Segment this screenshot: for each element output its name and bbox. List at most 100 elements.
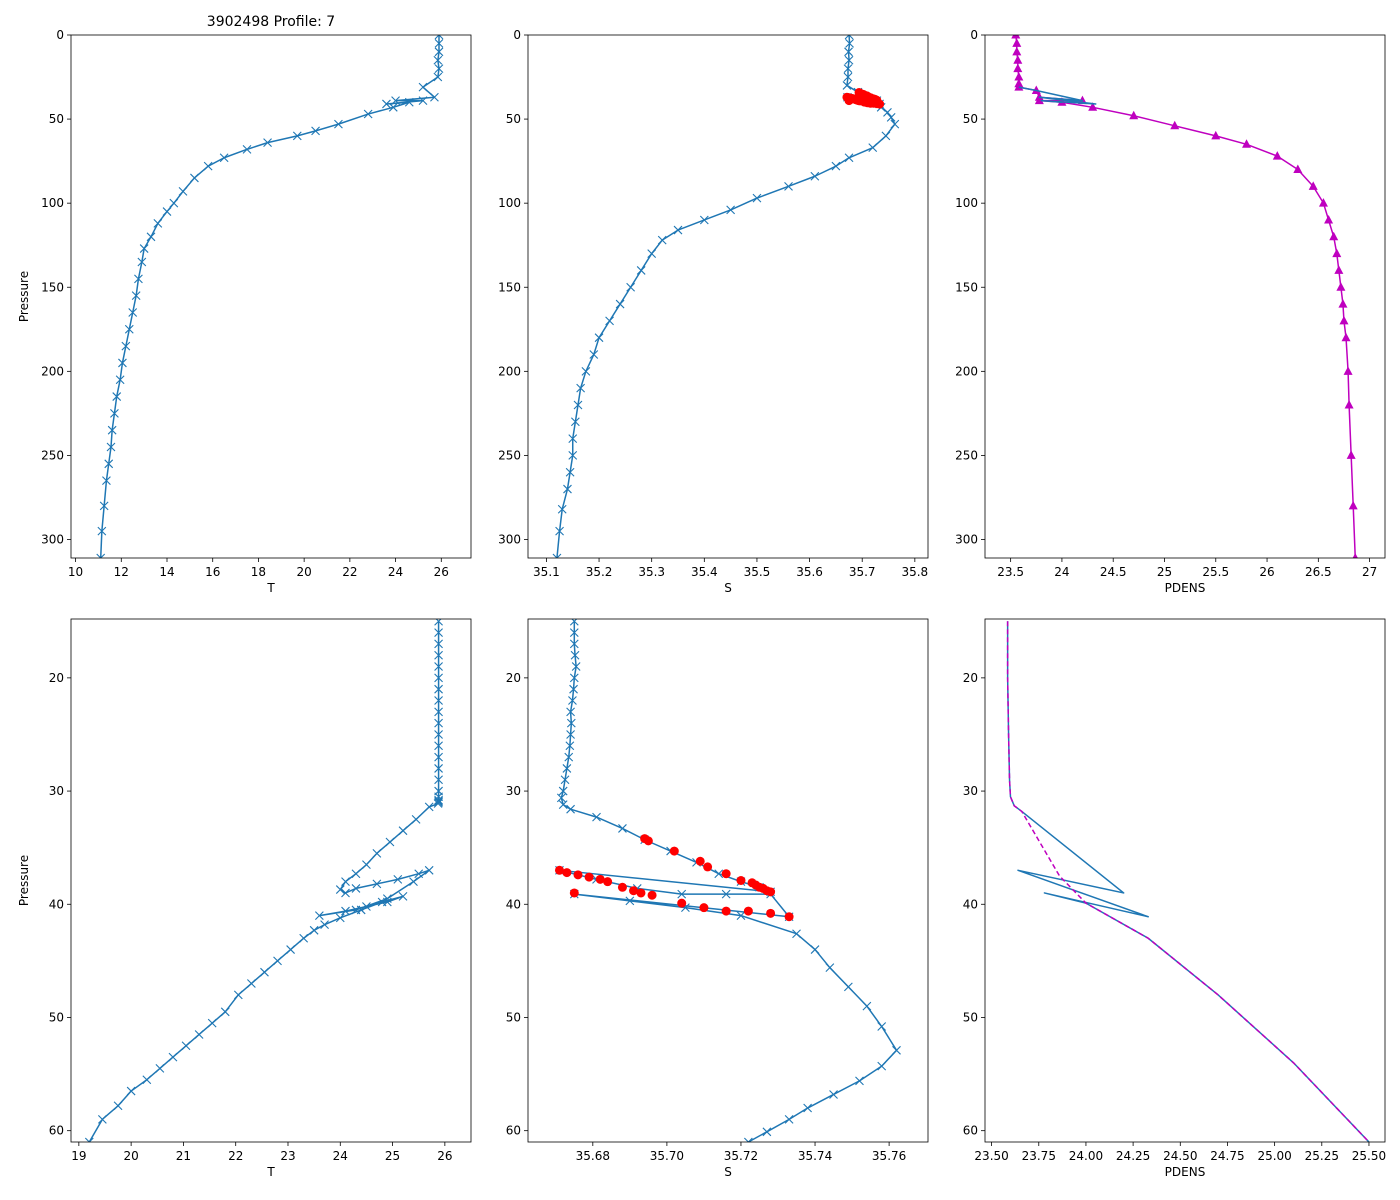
data-point	[388, 102, 398, 112]
data-point	[178, 187, 188, 196]
data-point	[784, 181, 793, 191]
x-tick-label: 35.2	[586, 565, 613, 579]
data-point	[430, 92, 439, 102]
data-point	[743, 1137, 753, 1142]
x-tick-label: 35.6	[796, 565, 823, 579]
data-point	[84, 1137, 94, 1142]
data-point	[1352, 553, 1358, 558]
data-point	[433, 72, 443, 82]
x-tick-label: 35.1	[533, 565, 560, 579]
data-point	[1170, 120, 1180, 130]
data-point	[121, 341, 131, 351]
flagged-point	[643, 836, 653, 846]
data-point	[1272, 151, 1282, 160]
plot-area	[554, 619, 901, 1142]
flagged-point	[784, 912, 794, 922]
data-point	[181, 1041, 191, 1051]
x-axis-label: T	[266, 581, 275, 595]
data-point	[434, 775, 443, 785]
axes-frame	[70, 618, 472, 1143]
data-point	[434, 662, 443, 671]
data-point	[247, 979, 256, 988]
axes-frame	[984, 34, 1386, 559]
data-point	[434, 650, 443, 660]
y-tick-label: 50	[49, 1010, 64, 1024]
data-point	[434, 47, 444, 57]
data-point	[424, 802, 434, 812]
data-point	[292, 131, 302, 141]
data-point	[570, 417, 580, 427]
data-point	[714, 869, 724, 879]
data-point	[320, 920, 329, 930]
x-axis-label: T	[266, 1165, 275, 1179]
x-tick-label: 12	[114, 565, 129, 579]
series-line	[1018, 86, 1097, 105]
data-point	[334, 119, 343, 129]
data-point	[134, 274, 143, 284]
data-point	[868, 143, 878, 153]
data-point	[569, 639, 579, 649]
y-tick-label: 20	[963, 671, 978, 685]
data-point	[434, 673, 443, 683]
data-point	[564, 752, 574, 762]
x-tick-label: 20	[123, 1149, 138, 1163]
flagged-point	[766, 887, 776, 897]
chart-title: 3902498 Profile: 7	[207, 14, 335, 30]
panel-bottom-salinity: 35.68 35.70 35.72 35.74 35.76 20 30 40 50 60 S	[506, 618, 929, 1179]
data-point	[124, 324, 134, 334]
data-point	[581, 366, 591, 376]
flagged-point	[703, 862, 713, 872]
y-tick-label: 40	[963, 897, 978, 911]
x-tick-label: 27	[1362, 565, 1377, 579]
data-point	[557, 504, 567, 514]
data-point	[434, 628, 443, 637]
data-point	[883, 107, 892, 117]
data-point	[566, 718, 576, 728]
y-tick-label: 30	[49, 784, 64, 798]
series-pdens	[1006, 621, 1370, 1142]
data-point	[131, 291, 141, 301]
plot-area	[1011, 35, 1358, 558]
data-point	[112, 392, 122, 401]
data-point	[372, 848, 382, 858]
data-point	[434, 795, 443, 805]
data-point	[552, 553, 562, 558]
series-line	[1015, 35, 1357, 558]
data-point	[862, 1001, 872, 1011]
data-point	[203, 161, 213, 171]
data-point	[341, 906, 350, 916]
flagged-point	[695, 856, 705, 866]
x-tick-label: 24.00	[1069, 1149, 1103, 1163]
data-point	[810, 171, 820, 181]
data-point	[434, 764, 443, 773]
data-point	[558, 786, 568, 796]
series-line	[1006, 621, 1370, 1142]
y-tick-label: 50	[506, 112, 521, 126]
data-point	[1012, 46, 1022, 56]
data-point	[844, 153, 854, 163]
x-tick-label: 20	[297, 565, 312, 579]
data-point	[106, 442, 116, 452]
data-point	[589, 350, 599, 359]
data-point	[615, 299, 625, 309]
data-point	[273, 956, 282, 966]
y-tick-label: 0	[513, 28, 521, 42]
data-point	[115, 375, 125, 385]
data-point	[1336, 282, 1346, 291]
flagged-point	[636, 888, 646, 898]
data-point	[592, 812, 601, 822]
data-point	[1334, 265, 1344, 274]
axes-frame	[984, 618, 1386, 1143]
data-point	[1088, 102, 1098, 111]
flagged-point	[677, 898, 687, 908]
data-point	[107, 425, 117, 435]
data-point	[647, 249, 657, 259]
plot-area	[84, 619, 443, 1142]
y-tick-label: 50	[963, 1010, 978, 1024]
x-tick-label: 24.50	[1163, 1149, 1197, 1163]
data-point	[414, 869, 424, 879]
y-tick-label: 300	[498, 533, 521, 547]
data-point	[1012, 38, 1022, 47]
x-tick-label: 25.50	[1352, 1149, 1386, 1163]
data-point	[1308, 181, 1318, 190]
